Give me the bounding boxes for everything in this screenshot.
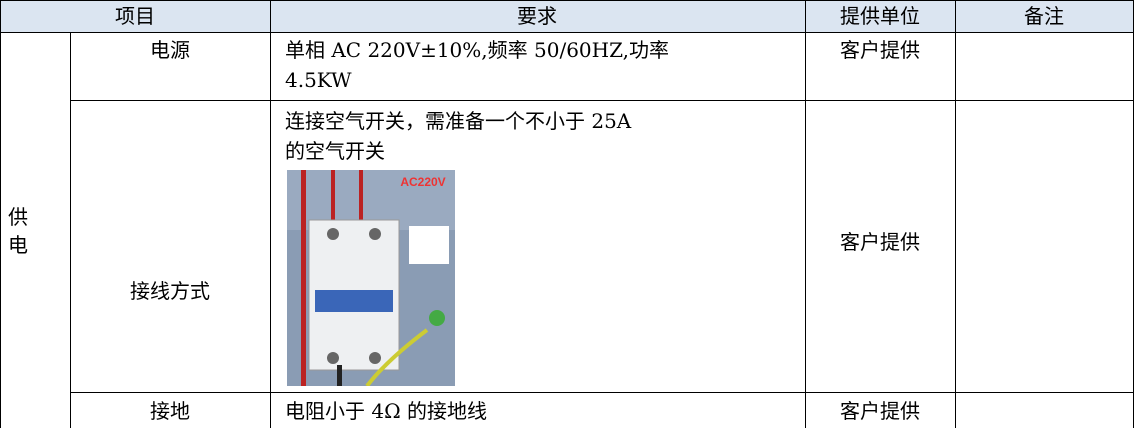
- screw: [327, 352, 339, 364]
- border: [805, 0, 806, 428]
- border: [270, 0, 271, 428]
- group-label: 电: [8, 233, 28, 257]
- requirement: 的空气开关: [285, 139, 385, 163]
- border: [0, 0, 1134, 1]
- border: [70, 100, 1134, 101]
- border: [0, 0, 1, 428]
- provider: 客户提供: [840, 230, 920, 254]
- header-cell: 项目: [115, 4, 155, 28]
- item: 电源: [150, 38, 190, 62]
- requirement: 4.5KW: [285, 68, 352, 92]
- ground-wire: [365, 328, 429, 386]
- wire: [331, 170, 335, 230]
- header-cell: 提供单位: [840, 4, 920, 28]
- wire: [337, 365, 342, 386]
- border: [70, 32, 71, 428]
- screw: [369, 228, 381, 240]
- requirement: 连接空气开关，需准备一个不小于 25A: [285, 109, 632, 133]
- border: [955, 0, 956, 428]
- wire: [301, 170, 306, 386]
- requirement: 电阻小于 4Ω 的接地线: [285, 399, 488, 423]
- photo-label: AC220V: [400, 175, 445, 189]
- breaker-toggle: [315, 290, 393, 312]
- item: 接地: [150, 399, 190, 423]
- wire: [359, 170, 363, 230]
- screw: [369, 352, 381, 364]
- header-cell: 备注: [1024, 4, 1064, 28]
- breaker-photo: AC220V: [287, 170, 455, 386]
- border: [70, 392, 1134, 393]
- requirement: 单相 AC 220V±10%,频率 50/60HZ,功率: [285, 38, 669, 62]
- header-cell: 要求: [517, 4, 557, 28]
- item: 接线方式: [130, 279, 210, 303]
- provider: 客户提供: [840, 38, 920, 62]
- label-plate: [409, 226, 449, 264]
- group-label: 供: [8, 205, 28, 229]
- provider: 客户提供: [840, 399, 920, 423]
- header-bg: [0, 0, 1134, 32]
- border: [0, 32, 1134, 33]
- screw: [327, 228, 339, 240]
- ground-terminal: [429, 310, 445, 326]
